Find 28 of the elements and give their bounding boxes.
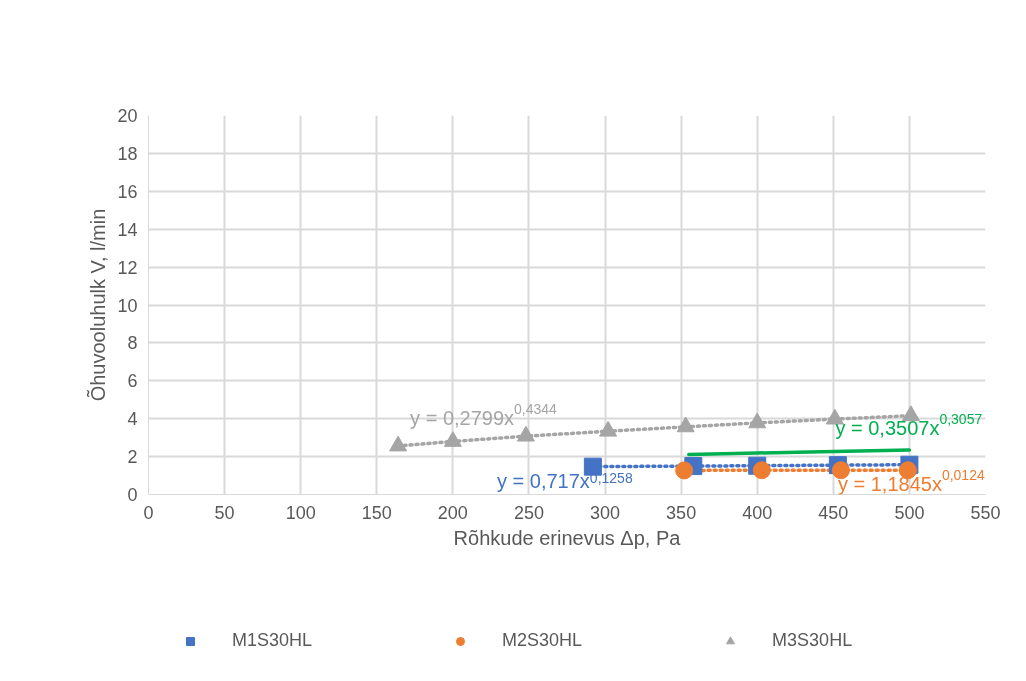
x-tick-label: 500 bbox=[894, 502, 925, 523]
y-tick-label: 0 bbox=[127, 485, 138, 505]
y-tick-label: 10 bbox=[117, 295, 138, 316]
y-tick-label: 4 bbox=[127, 409, 138, 430]
y-tick-label: 2 bbox=[127, 447, 138, 468]
x-axis-title: Rõhkude erinevus Δp, Pa bbox=[453, 526, 682, 549]
legend-label: M2S30HL bbox=[502, 630, 583, 651]
y-tick-label: 18 bbox=[117, 143, 138, 164]
x-tick-label: 550 bbox=[970, 502, 1001, 523]
x-tick-label: 200 bbox=[437, 502, 468, 523]
x-tick-label: 100 bbox=[285, 502, 316, 523]
x-tick-label: 250 bbox=[513, 502, 544, 523]
legend-label: M3S30HL bbox=[772, 630, 853, 651]
x-tick-label: 150 bbox=[361, 502, 392, 523]
x-tick-label: 50 bbox=[214, 502, 235, 523]
legend-label: M1S30HL bbox=[232, 630, 313, 651]
y-tick-label: 12 bbox=[117, 257, 138, 278]
y-tick-label: 16 bbox=[117, 181, 138, 202]
x-tick-label: 450 bbox=[818, 502, 849, 523]
x-tick-label: 350 bbox=[666, 502, 697, 523]
y-tick-label: 20 bbox=[117, 106, 138, 126]
y-tick-label: 14 bbox=[117, 219, 138, 240]
y-tick-label: 6 bbox=[127, 371, 138, 392]
x-tick-label: 0 bbox=[143, 502, 154, 523]
y-tick-label: 8 bbox=[127, 333, 138, 354]
y-axis-title: Õhuvooluhulk V, l/min bbox=[86, 208, 110, 402]
x-tick-label: 400 bbox=[742, 502, 773, 523]
x-tick-label: 300 bbox=[590, 502, 621, 523]
